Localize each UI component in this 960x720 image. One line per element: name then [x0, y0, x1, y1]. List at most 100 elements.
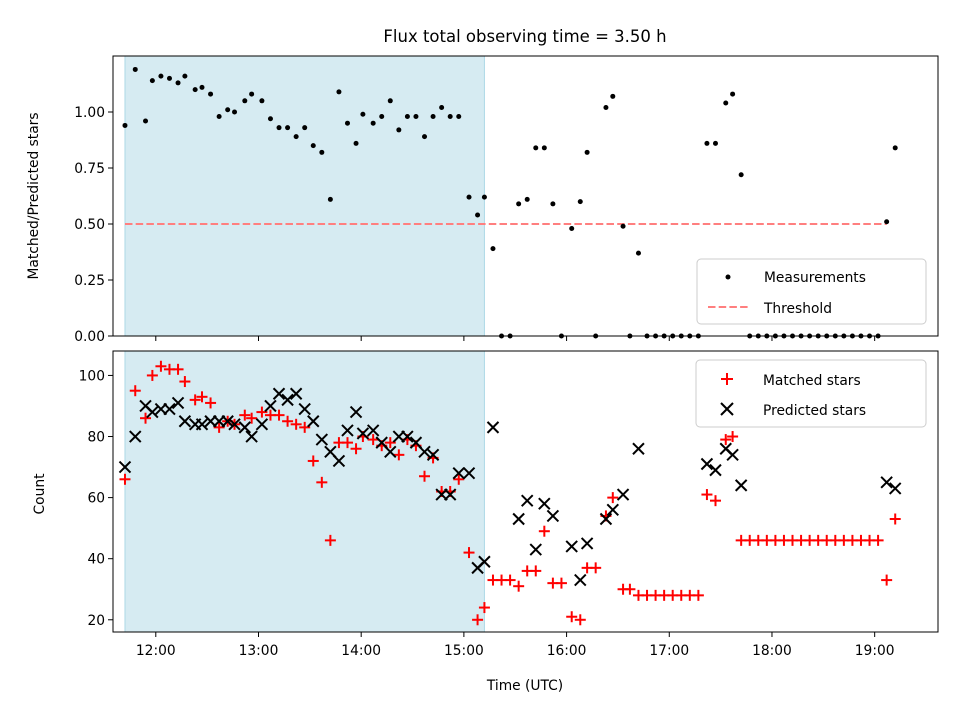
top-y-tick-label: 1.00	[74, 105, 105, 121]
predicted-star-marker	[478, 555, 491, 568]
measurement-point	[439, 105, 445, 111]
matched-star-marker	[290, 418, 302, 430]
bottom-y-label: Count	[32, 473, 48, 515]
measurement-point	[143, 118, 149, 124]
predicted-star-marker	[289, 387, 303, 400]
matched-star-marker	[350, 443, 362, 455]
measurement-point	[267, 116, 273, 122]
measurement-point	[182, 73, 188, 79]
x-tick-label: 18:00	[752, 643, 792, 659]
bottom-legend-box	[695, 359, 927, 428]
top-y-ticks: 0.00 0.25 0.50 0.75 1.00	[74, 105, 113, 345]
matched-star-marker	[384, 437, 396, 449]
predicted-star-marker	[315, 433, 329, 446]
measurement-point	[276, 125, 282, 131]
predicted-star-marker	[546, 509, 560, 523]
measurement-point	[730, 91, 736, 97]
legend-threshold-label: Threshold	[763, 301, 832, 317]
legend-matched-label: Matched stars	[763, 373, 861, 389]
measurement-point	[569, 225, 575, 231]
measurement-point	[396, 127, 402, 133]
x-tick-label: 17:00	[649, 643, 689, 659]
matched-star-marker	[463, 547, 475, 559]
measurement-point	[430, 113, 436, 119]
predicted-star-marker	[118, 460, 132, 474]
measurement-point	[610, 93, 616, 99]
measurement-point	[302, 125, 308, 131]
predicted-star-marker	[238, 421, 252, 434]
measurement-point	[242, 98, 248, 104]
predicted-star-marker	[443, 488, 457, 501]
predicted-star-marker	[606, 503, 619, 517]
predicted-star-marker	[245, 430, 258, 443]
predicted-star-marker	[255, 418, 269, 431]
measurement-point	[175, 80, 181, 86]
predicted-star-marker	[599, 512, 613, 526]
bot-y-tick-label: 40	[87, 552, 105, 568]
measurement-point	[524, 196, 530, 202]
measurement-point	[475, 212, 481, 218]
legend-predicted-label: Predicted stars	[763, 403, 866, 419]
predicted-star-marker	[281, 393, 294, 407]
x-tick-label: 19:00	[855, 643, 895, 659]
matched-star-marker	[478, 602, 490, 614]
matched-star-marker	[179, 376, 191, 388]
predicted-star-marker	[632, 442, 645, 455]
matched-star-marker	[624, 583, 636, 595]
x-tick-label: 16:00	[547, 643, 587, 659]
matched-star-marker	[566, 611, 578, 623]
matched-star-marker	[513, 580, 525, 592]
matched-star-marker	[273, 409, 285, 421]
predicted-star-marker	[332, 454, 346, 468]
measurement-point	[259, 98, 265, 104]
bottom-axes-frame	[112, 350, 939, 633]
matched-star-marker	[574, 614, 586, 626]
matched-star-marker	[889, 513, 901, 525]
measurement-point	[466, 194, 472, 200]
measurement-point	[577, 199, 583, 205]
matched-star-marker	[155, 360, 167, 372]
measurement-point	[738, 172, 744, 178]
predicted-star-marker	[307, 415, 320, 428]
bottom-legend: Matched stars Predicted stars	[695, 359, 927, 428]
matched-star-marker	[393, 449, 405, 461]
matched-star-marker	[607, 492, 619, 504]
predicted-star-marker	[889, 482, 902, 495]
top-axes-frame	[112, 55, 939, 337]
measurement-point	[132, 66, 138, 72]
measurements-series	[122, 66, 898, 339]
measurement-point	[319, 149, 325, 155]
top-y-tick-label: 0.00	[74, 329, 105, 345]
measurement-point	[285, 125, 291, 131]
measurement-point	[387, 98, 393, 104]
top-panel: 0.00 0.25 0.50 0.75 1.00 Matched/Predicted s…	[26, 55, 939, 345]
predicted-star-marker	[529, 543, 542, 556]
x-tick-label: 14:00	[341, 643, 381, 659]
bot-y-tick-label: 80	[87, 430, 105, 446]
matched-star-marker	[256, 406, 268, 418]
matched-star-marker	[472, 614, 484, 626]
matched-star-marker	[140, 412, 152, 424]
predicted-star-marker	[512, 512, 525, 526]
measurement-point	[533, 145, 539, 151]
matched-star-marker	[146, 369, 158, 381]
predicted-star-marker	[565, 540, 578, 553]
measurement-point	[344, 120, 350, 126]
measurement-point	[216, 113, 222, 119]
measurement-point	[541, 145, 547, 151]
measurement-point	[490, 246, 496, 252]
predicted-star-marker	[298, 402, 311, 416]
count-series	[118, 360, 902, 626]
predicted-star-marker	[418, 445, 431, 459]
predicted-star-marker	[195, 418, 209, 431]
predicted-star-marker	[616, 488, 630, 501]
measurement-point	[360, 111, 366, 117]
predicted-star-marker	[462, 466, 476, 480]
measurement-point	[166, 75, 172, 81]
measurement-point	[404, 113, 410, 119]
legend-measurements-marker	[725, 274, 731, 280]
top-x-ticks	[155, 336, 876, 341]
matched-star-marker	[692, 589, 704, 601]
matched-star-marker	[239, 409, 251, 421]
predicted-star-marker	[880, 476, 893, 489]
